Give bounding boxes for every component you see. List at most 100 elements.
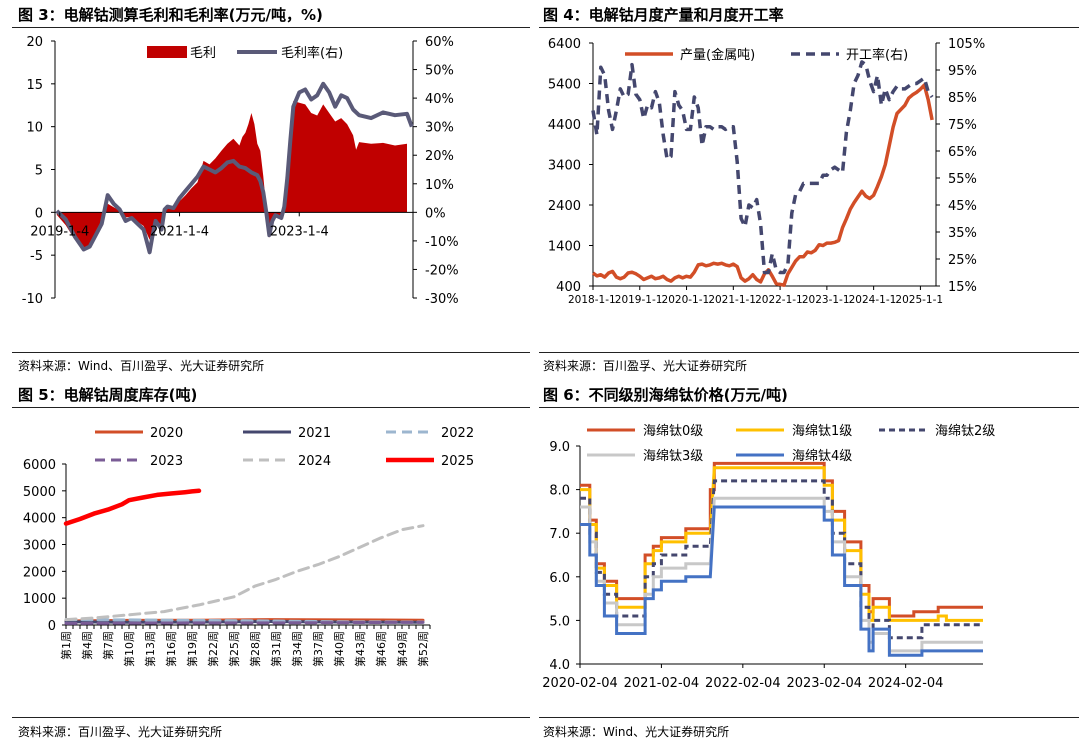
price-line-海绵钛1级 — [580, 466, 983, 622]
y-right-tick-label: -30% — [425, 292, 459, 307]
figure-3-title: 图 3：电解钴测算毛利和毛利率(万元/吨，%) — [18, 6, 323, 24]
x-tick-label: 第46周 — [374, 631, 388, 667]
x-tick-label: 第43周 — [353, 631, 367, 667]
x-tick-label: 第19周 — [185, 631, 199, 667]
y-right-tick-label: 20% — [425, 149, 454, 164]
y-left-tick-label: 400 — [556, 280, 581, 295]
x-tick-label: 第28周 — [248, 631, 262, 667]
y-tick-label: 9.0 — [549, 440, 570, 455]
y-tick-label: 3000 — [23, 539, 56, 554]
figure-3-chart: -10 -5 0 5 10 15 20 -30% -20% -10% 0% 10% 20% 30% 40% 5… — [22, 35, 459, 307]
x-tick-label: 第22周 — [206, 631, 220, 667]
legend-label-2023: 2023 — [150, 454, 183, 469]
figure-3-panel: 图 3：电解钴测算毛利和毛利率(万元/吨，%) -10 -5 0 5 10 15 20 -30… — [0, 0, 545, 375]
x-tick-label: 第25周 — [227, 631, 241, 667]
x-tick-label: 2019-1-1 — [615, 294, 663, 306]
legend-label-2022: 2022 — [441, 426, 474, 441]
x-tick-label: 第52周 — [416, 631, 430, 667]
figure-6-chart: 4.0 5.0 6.0 7.0 8.0 9.0 2020-02-04 2021-02-04 20… — [543, 424, 995, 691]
x-tick-label: 第4周 — [80, 631, 94, 660]
figure-5-source: 资料来源：百川盈孚、光大证券研究所 — [18, 725, 223, 739]
legend-label-2020: 2020 — [150, 426, 183, 441]
y-tick-label: 7.0 — [549, 527, 570, 542]
y-left-tick-label: 1400 — [548, 240, 581, 255]
legend-label-2021: 2021 — [298, 426, 331, 441]
y-right-tick-label: -10% — [425, 235, 459, 250]
x-tick-label: 2025-1-1 — [895, 294, 943, 306]
x-tick-label: 2020-1-1 — [662, 294, 710, 306]
x-tick-label: 第7周 — [101, 631, 115, 660]
y-right-tick-label: 105% — [948, 37, 985, 52]
x-tick-label: 第1周 — [59, 631, 73, 660]
figure-6-panel: 图 6：不同级别海绵钛价格(万元/吨) 4.0 5.0 6.0 7.0 8.0 9.0 20… — [539, 378, 1086, 743]
x-tick-label: 第49周 — [395, 631, 409, 667]
legend-label-production: 产量(金属吨) — [680, 47, 755, 63]
y-right-tick-label: 10% — [425, 178, 454, 193]
x-tick-label: 2018-1-1 — [568, 294, 616, 306]
y-left-tick-label: -10 — [22, 292, 43, 307]
y-right-tick-label: 0% — [425, 206, 446, 221]
legend-label-海绵钛1级: 海绵钛1级 — [792, 424, 852, 439]
y-right-tick-label: 15% — [948, 280, 977, 295]
legend-label-2025: 2025 — [441, 454, 474, 469]
x-tick-label: 第34周 — [290, 631, 304, 667]
x-tick-label: 2024-02-04 — [868, 676, 944, 691]
x-tick-label: 第10周 — [122, 631, 136, 667]
y-right-tick-label: 35% — [948, 226, 977, 241]
y-right-tick-label: -20% — [425, 263, 459, 278]
figure-6-source-rule — [539, 717, 1079, 718]
y-tick-label: 5.0 — [549, 614, 570, 629]
y-left-tick-label: 2400 — [548, 199, 581, 214]
x-tick-label: 2020-02-04 — [543, 676, 618, 691]
x-tick-label: 第37周 — [311, 631, 325, 667]
price-line-海绵钛2级 — [580, 479, 983, 640]
x-tick-label: 2022-02-04 — [705, 676, 781, 691]
inventory-line-2024 — [64, 524, 425, 622]
y-right-tick-label: 65% — [948, 145, 977, 160]
legend-label-gross-profit: 毛利 — [190, 46, 216, 61]
legend-label-2024: 2024 — [298, 454, 331, 469]
legend-label-海绵钛4级: 海绵钛4级 — [792, 449, 852, 464]
legend-label-gross-margin: 毛利率(右) — [281, 45, 343, 61]
y-tick-label: 8.0 — [549, 484, 570, 499]
figure-3-source: 资料来源：Wind、百川盈孚、光大证券研究所 — [18, 359, 265, 373]
y-right-tick-label: 25% — [948, 253, 977, 268]
y-left-tick-label: 5 — [35, 164, 43, 179]
y-left-tick-label: 3400 — [548, 159, 581, 174]
production-line — [591, 83, 934, 287]
legend-label-utilization: 开工率(右) — [846, 47, 908, 63]
y-left-tick-label: -5 — [30, 249, 43, 264]
price-line-海绵钛0级 — [580, 461, 983, 618]
figure-5-title-rule — [12, 407, 530, 408]
figure-4-title: 图 4：电解钴月度产量和月度开工率 — [543, 6, 784, 24]
y-right-tick-label: 95% — [948, 64, 977, 79]
y-right-tick-label: 75% — [948, 118, 977, 133]
legend-swatch-gross-profit — [147, 46, 187, 58]
x-tick-label: 第40周 — [332, 631, 346, 667]
legend-label-海绵钛3级: 海绵钛3级 — [643, 449, 703, 464]
x-tick-label: 2021-1-1 — [708, 294, 756, 306]
figure-5-title: 图 5：电解钴周度库存(吨) — [18, 386, 198, 404]
x-tick-label: 2022-1-1 — [755, 294, 803, 306]
figure-4-title-rule — [539, 27, 1079, 28]
y-left-tick-label: 5400 — [548, 78, 581, 93]
figure-3-source-rule — [12, 352, 530, 353]
gross-margin-line — [55, 81, 414, 255]
figure-4-source: 资料来源：百川盈孚、光大证券研究所 — [543, 359, 748, 373]
y-tick-label: 6000 — [23, 458, 56, 473]
legend-label-海绵钛0级: 海绵钛0级 — [643, 424, 703, 439]
figure-4-panel: 图 4：电解钴月度产量和月度开工率 400 1400 2400 3400 4400 540… — [539, 0, 1086, 375]
y-right-tick-label: 50% — [425, 64, 454, 79]
x-tick-label: 2023-02-04 — [786, 676, 862, 691]
y-right-tick-label: 45% — [948, 199, 977, 214]
figure-3-title-rule — [12, 27, 530, 28]
x-tick-label: 2021-1-4 — [150, 224, 209, 239]
figure-5-panel: 图 5：电解钴周度库存(吨) 0 1000 2000 3000 4000 5000 6000… — [0, 378, 545, 743]
y-right-tick-label: 40% — [425, 92, 454, 107]
y-tick-label: 6.0 — [549, 571, 570, 586]
x-tick-label: 2023-1-4 — [270, 224, 329, 239]
x-tick-label: 2024-1-1 — [849, 294, 897, 306]
y-tick-label: 4000 — [23, 512, 56, 527]
price-line-海绵钛4级 — [580, 505, 983, 657]
